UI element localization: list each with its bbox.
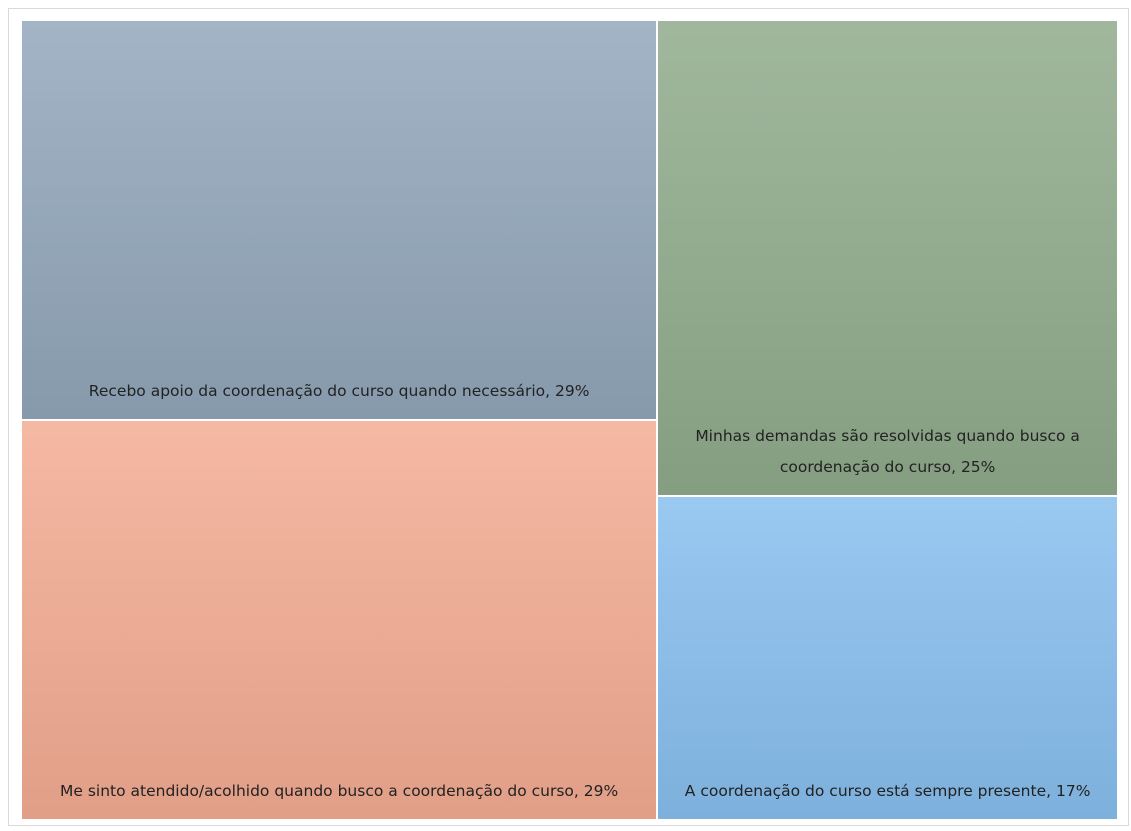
cell-label: Minhas demandas são resolvidas quando bu…: [695, 427, 1080, 477]
cell-label: Me sinto atendido/acolhido quando busco …: [60, 782, 619, 800]
cell-label: A coordenação do curso está sempre prese…: [684, 781, 1091, 800]
treemap-cell: Minhas demandas são resolvidas quando bu…: [657, 20, 1118, 497]
treemap-cell: Recebo apoio da coordenação do curso qua…: [21, 20, 658, 420]
treemap: Recebo apoio da coordenação do curso qua…: [21, 20, 1118, 820]
chart-frame: [8, 8, 1129, 826]
treemap-cell: A coordenação do curso está sempre prese…: [657, 496, 1118, 820]
treemap-cell: Me sinto atendido/acolhido quando busco …: [21, 420, 658, 820]
cell-label: Recebo apoio da coordenação do curso qua…: [88, 382, 590, 400]
